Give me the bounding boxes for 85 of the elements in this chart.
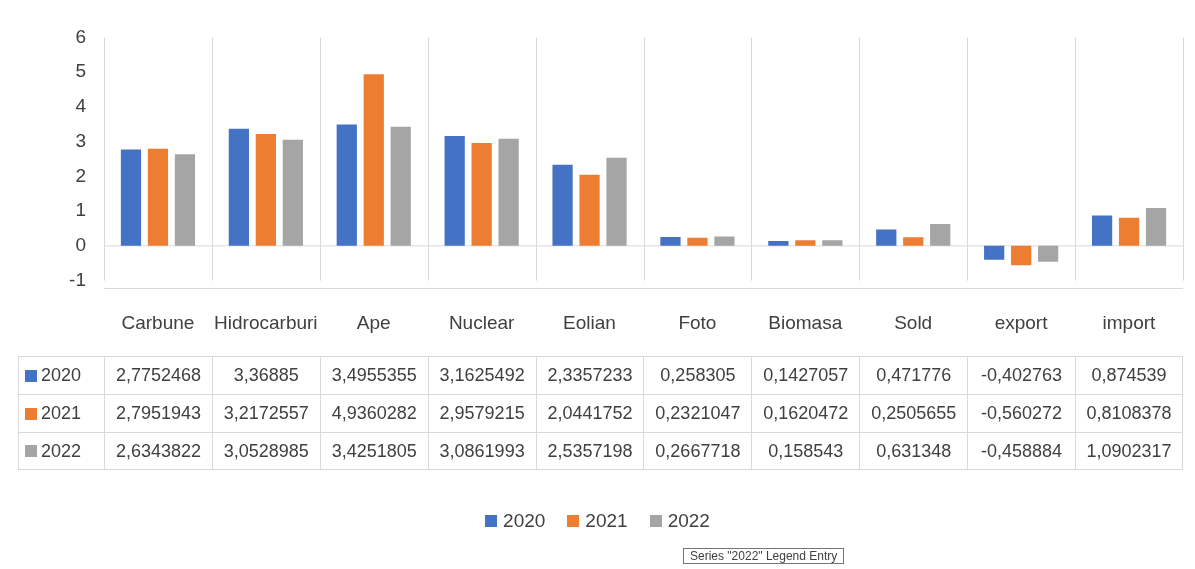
y-tick-label: 5 (75, 60, 86, 82)
x-tick-label: Carbune (104, 288, 212, 356)
y-tick-label: 1 (75, 199, 86, 221)
data-label: -0,402763 (967, 356, 1076, 394)
x-tick-label: import (1075, 288, 1183, 356)
data-label: 2,6343822 (104, 432, 212, 470)
text: 2022 (667, 510, 710, 531)
data-label: 0,2321047 (643, 394, 752, 432)
data-label: 3,0861993 (427, 432, 536, 470)
x-tick-label: export (967, 288, 1076, 356)
data-label: -0,458884 (967, 432, 1076, 470)
bar (228, 128, 249, 246)
bar (1118, 217, 1140, 246)
bar (282, 139, 303, 246)
x-tick-label: Biomasa (751, 288, 860, 356)
bar (687, 237, 708, 246)
bar (363, 74, 384, 246)
data-label: 2,7752468 (104, 356, 212, 394)
data-label: 0,158543 (751, 432, 860, 470)
data-label: 3,4955355 (319, 356, 428, 394)
data-label: 0,2667718 (643, 432, 752, 470)
data-label: 3,0528985 (211, 432, 320, 470)
bar (255, 134, 276, 246)
bar (1011, 245, 1032, 266)
bar (120, 149, 142, 246)
y-tick-label: 6 (75, 25, 86, 47)
y-tick-label: 3 (75, 129, 86, 151)
bar (795, 240, 816, 246)
bar (1038, 245, 1059, 262)
data-label: 2,0441752 (535, 394, 644, 432)
bar (552, 164, 573, 246)
legend-label: 2022 (41, 440, 82, 462)
data-label: 2,3357233 (535, 356, 644, 394)
bar (1145, 207, 1167, 246)
bar (822, 240, 843, 246)
bar (903, 237, 924, 246)
x-tick-label: Ape (319, 288, 428, 356)
data-label: 2,5357198 (535, 432, 644, 470)
x-tick-label: Nuclear (427, 288, 536, 356)
data-label: 2,9579215 (427, 394, 536, 432)
data-label: 1,0902317 (1075, 432, 1183, 470)
y-tick-label: 0 (75, 234, 86, 256)
data-label: 3,2172557 (211, 394, 320, 432)
text: Series "2022" Legend Entry (683, 548, 845, 564)
bar (579, 174, 600, 246)
bar (876, 229, 897, 246)
bar (174, 154, 196, 246)
text: 2020 (503, 510, 546, 531)
bar (336, 124, 357, 246)
data-label: 3,36885 (211, 356, 320, 394)
y-tick-label: -1 (69, 268, 86, 290)
data-label: 0,631348 (859, 432, 968, 470)
data-label: 0,1620472 (751, 394, 860, 432)
data-label: 3,4251805 (319, 432, 428, 470)
data-label: 2,7951943 (104, 394, 212, 432)
text: 2021 (585, 510, 628, 531)
bar (390, 126, 411, 246)
bar (984, 245, 1005, 260)
bar (930, 223, 951, 246)
bar (147, 148, 169, 246)
bar (1091, 215, 1113, 246)
legend-label: 2021 (41, 403, 82, 424)
data-label: 3,1625492 (427, 356, 536, 394)
y-tick-label: 4 (75, 95, 87, 117)
data-label: 0,874539 (1075, 356, 1183, 394)
data-label: 0,2505655 (859, 394, 968, 432)
data-label: 4,9360282 (319, 394, 428, 432)
x-tick-label: Hidrocarburi (211, 288, 320, 356)
bar (444, 135, 465, 246)
data-label: 0,8108378 (1075, 394, 1183, 432)
data-label: 0,471776 (859, 356, 968, 394)
x-tick-label: Eolian (535, 288, 644, 356)
y-tick-label: 2 (75, 164, 86, 186)
bar (498, 138, 519, 246)
bar (714, 236, 735, 246)
data-label: 0,258305 (643, 356, 752, 394)
bar (471, 143, 492, 246)
bar (768, 240, 789, 246)
x-tick-label: Foto (643, 288, 752, 356)
data-label: -0,560272 (967, 394, 1076, 432)
legend-label: 2020 (41, 365, 82, 386)
bar (660, 236, 681, 246)
data-label: 0,1427057 (751, 356, 860, 394)
bar (606, 157, 627, 246)
x-tick-label: Sold (859, 288, 968, 356)
